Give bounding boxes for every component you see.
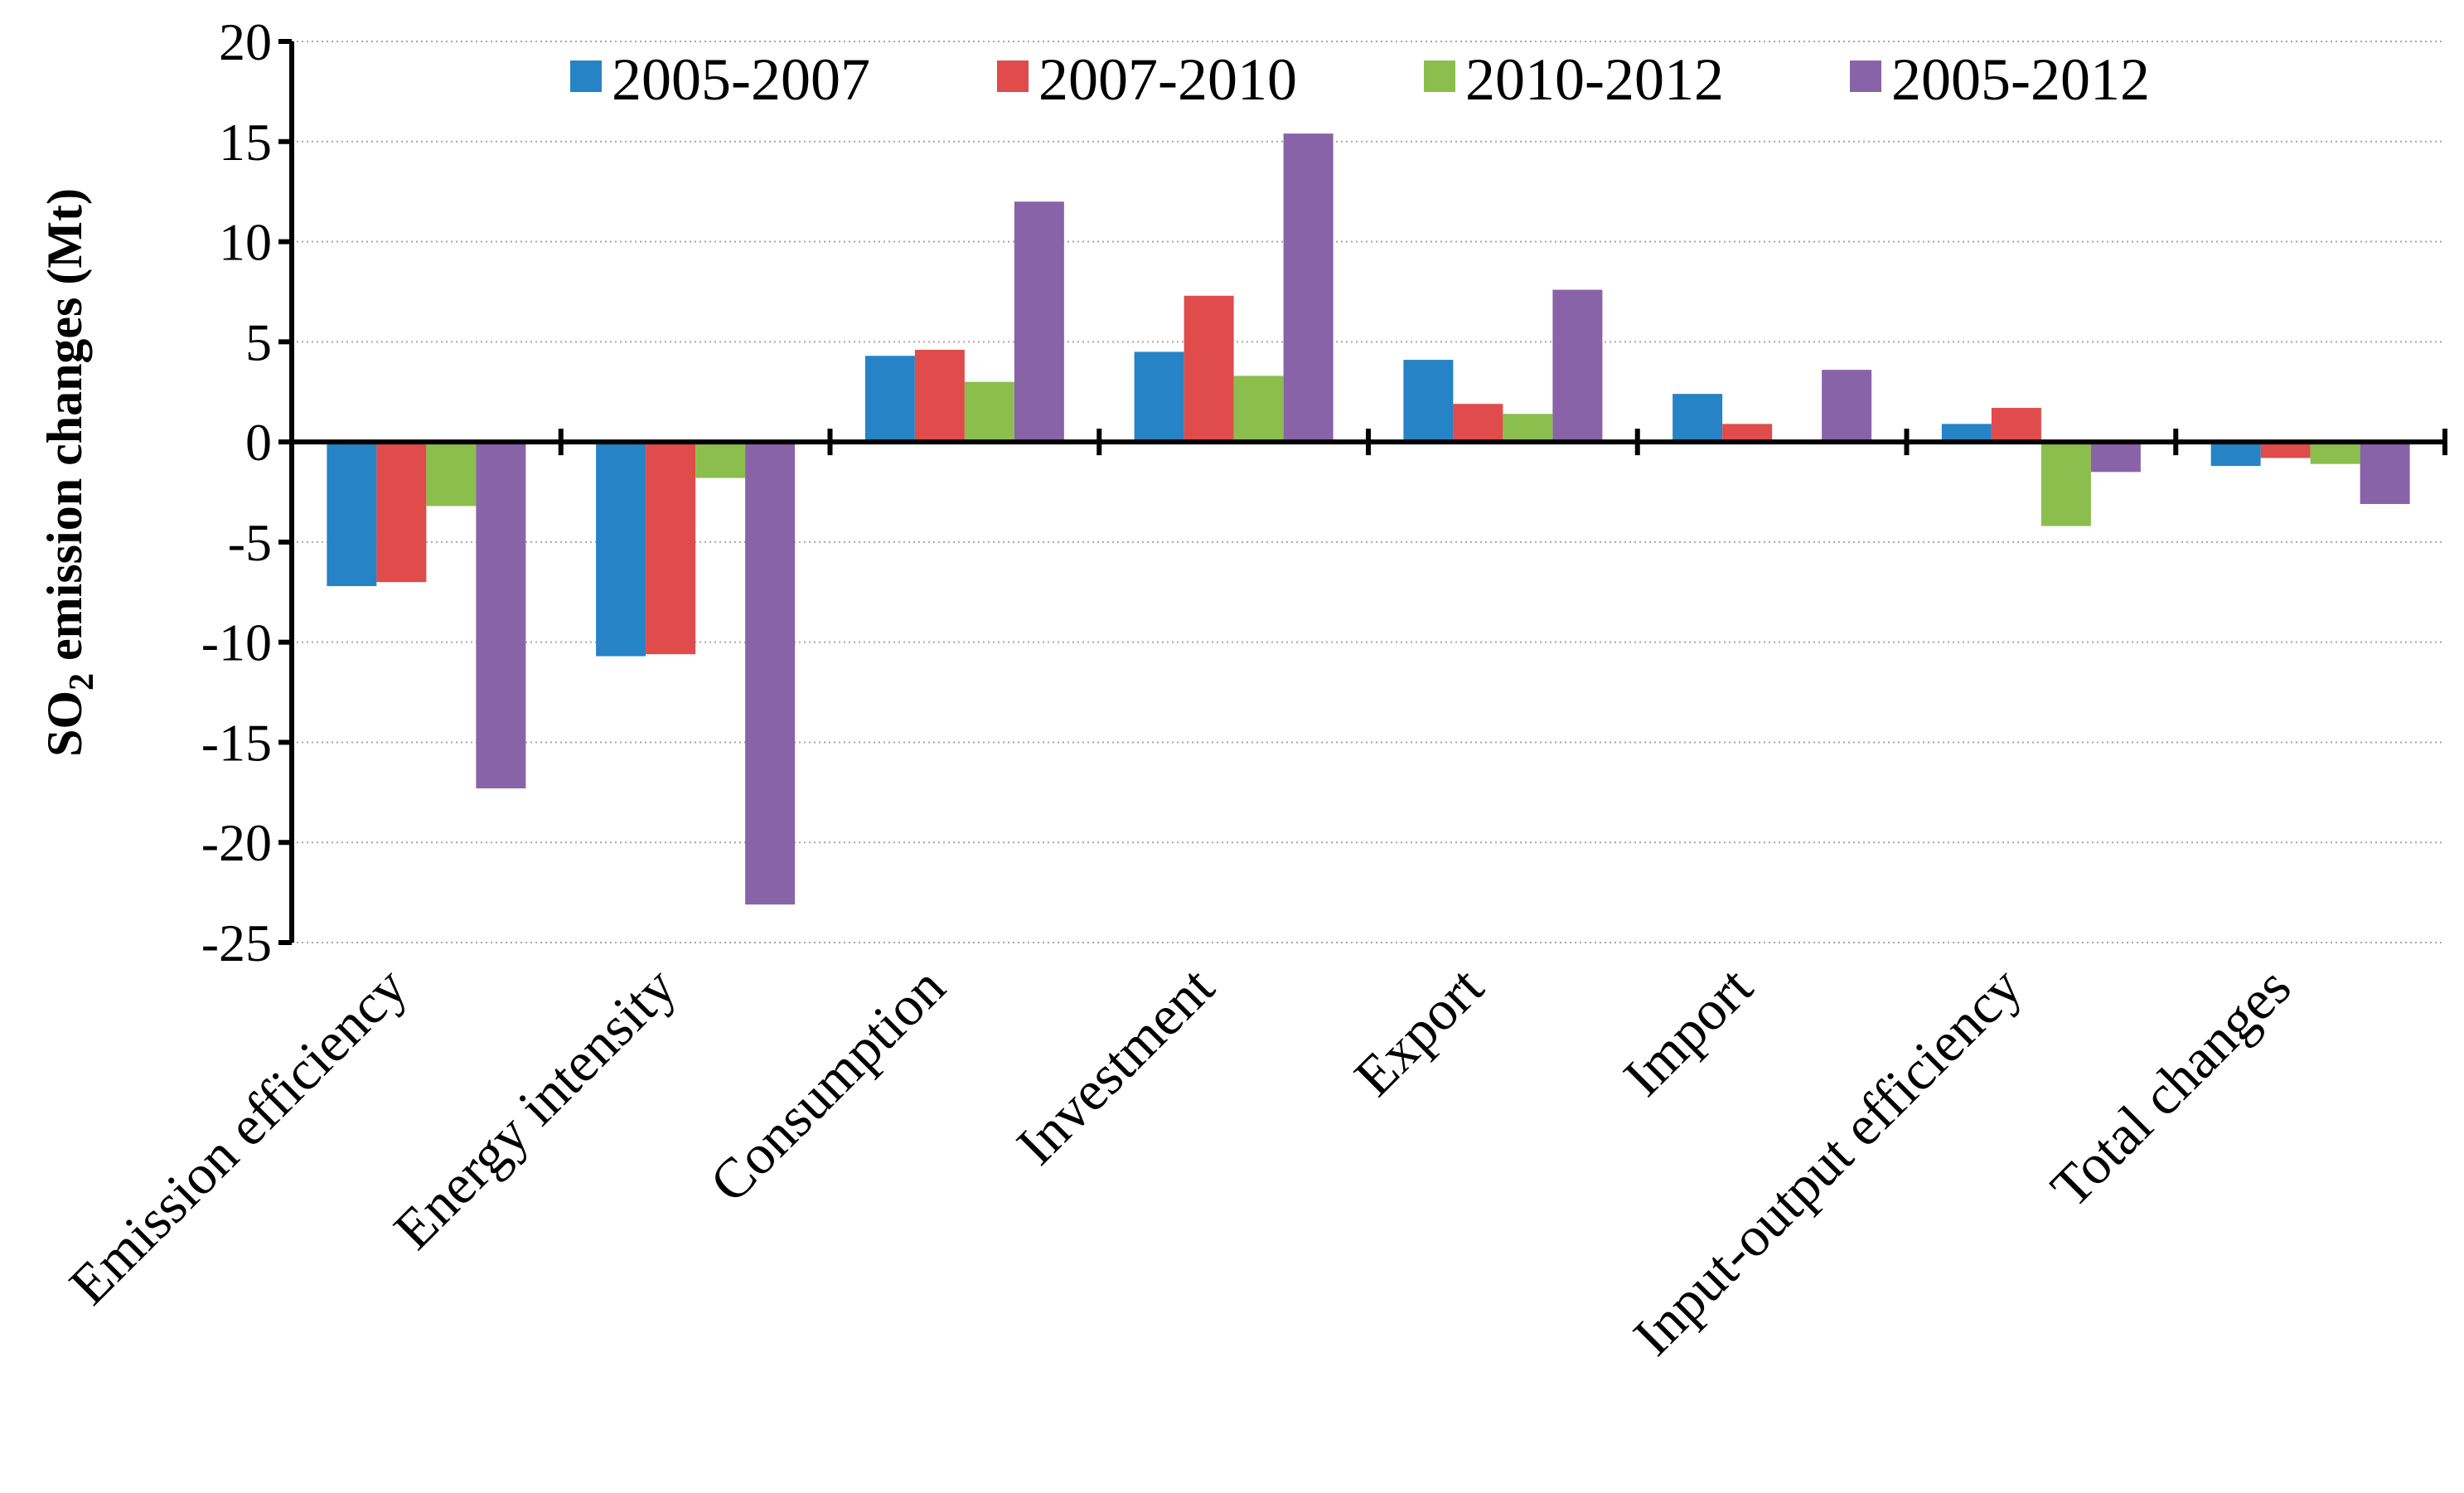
x-tick-label: Consumption	[698, 955, 957, 1214]
bar	[1233, 376, 1284, 443]
y-tick-label: 10	[219, 213, 272, 272]
legend-swatch	[1424, 61, 1455, 92]
x-tick-label: Investment	[1004, 955, 1226, 1176]
y-tick-label: 5	[245, 313, 272, 371]
bar	[1673, 394, 1723, 443]
bar	[1991, 408, 2041, 443]
bar	[964, 381, 1014, 443]
bar	[1453, 404, 1503, 443]
bar	[1403, 360, 1454, 443]
legend-swatch	[570, 61, 602, 92]
y-tick-label: 15	[219, 113, 272, 172]
legend-swatch	[997, 61, 1029, 92]
legend-label: 2005-2007	[612, 46, 870, 113]
bar	[1552, 289, 1603, 443]
legend-label: 2010-2012	[1465, 46, 1724, 113]
bar	[1503, 414, 1553, 443]
legend: 2005-2007 2007-2010 2010-2012 2005-2012	[570, 46, 2150, 113]
axes	[278, 39, 2447, 945]
x-tick-label: Import	[1611, 955, 1764, 1108]
y-tick-label: -25	[201, 914, 272, 972]
bar	[2210, 442, 2261, 467]
x-tick-label: Emission efficiency	[57, 955, 419, 1316]
legend-label: 2007-2010	[1038, 46, 1297, 113]
y-tick-label: -5	[228, 513, 272, 572]
x-tick-label: Energy intensity	[381, 955, 687, 1261]
bar	[1822, 370, 1872, 443]
bar	[745, 442, 796, 905]
y-axis-title: SO2 emission changes (Mt)	[37, 188, 101, 757]
y-tick-label: -20	[201, 813, 272, 872]
bar	[1941, 424, 1992, 443]
bar	[327, 442, 377, 587]
bar	[1283, 133, 1334, 443]
bar	[376, 442, 427, 583]
bar	[476, 442, 526, 789]
bar	[2090, 442, 2141, 473]
bar	[864, 356, 915, 443]
y-tick-label: 0	[245, 413, 272, 472]
bar	[695, 442, 746, 478]
bar	[914, 349, 965, 443]
bar	[596, 442, 646, 657]
bar	[2040, 442, 2091, 526]
legend-label: 2005-2012	[1891, 46, 2150, 113]
bar	[1134, 351, 1184, 443]
bar	[426, 442, 477, 507]
bar	[2360, 442, 2410, 504]
bar	[1722, 424, 1773, 443]
x-tick-label: Total changes	[2038, 955, 2302, 1219]
y-tick-label: 20	[219, 12, 272, 71]
legend-swatch	[1850, 61, 1881, 92]
x-tick-label: Export	[1342, 955, 1495, 1108]
bar	[1014, 201, 1064, 443]
y-tick-labels: 20 15 10 5 0 -5 -10 -15 -20 -25	[201, 12, 272, 972]
y-tick-label: -10	[201, 613, 272, 672]
bar	[646, 442, 696, 655]
bar	[1184, 295, 1234, 443]
y-tick-label: -15	[201, 713, 272, 772]
bar	[2310, 442, 2360, 464]
bars	[327, 133, 2410, 905]
bar	[2260, 442, 2311, 458]
